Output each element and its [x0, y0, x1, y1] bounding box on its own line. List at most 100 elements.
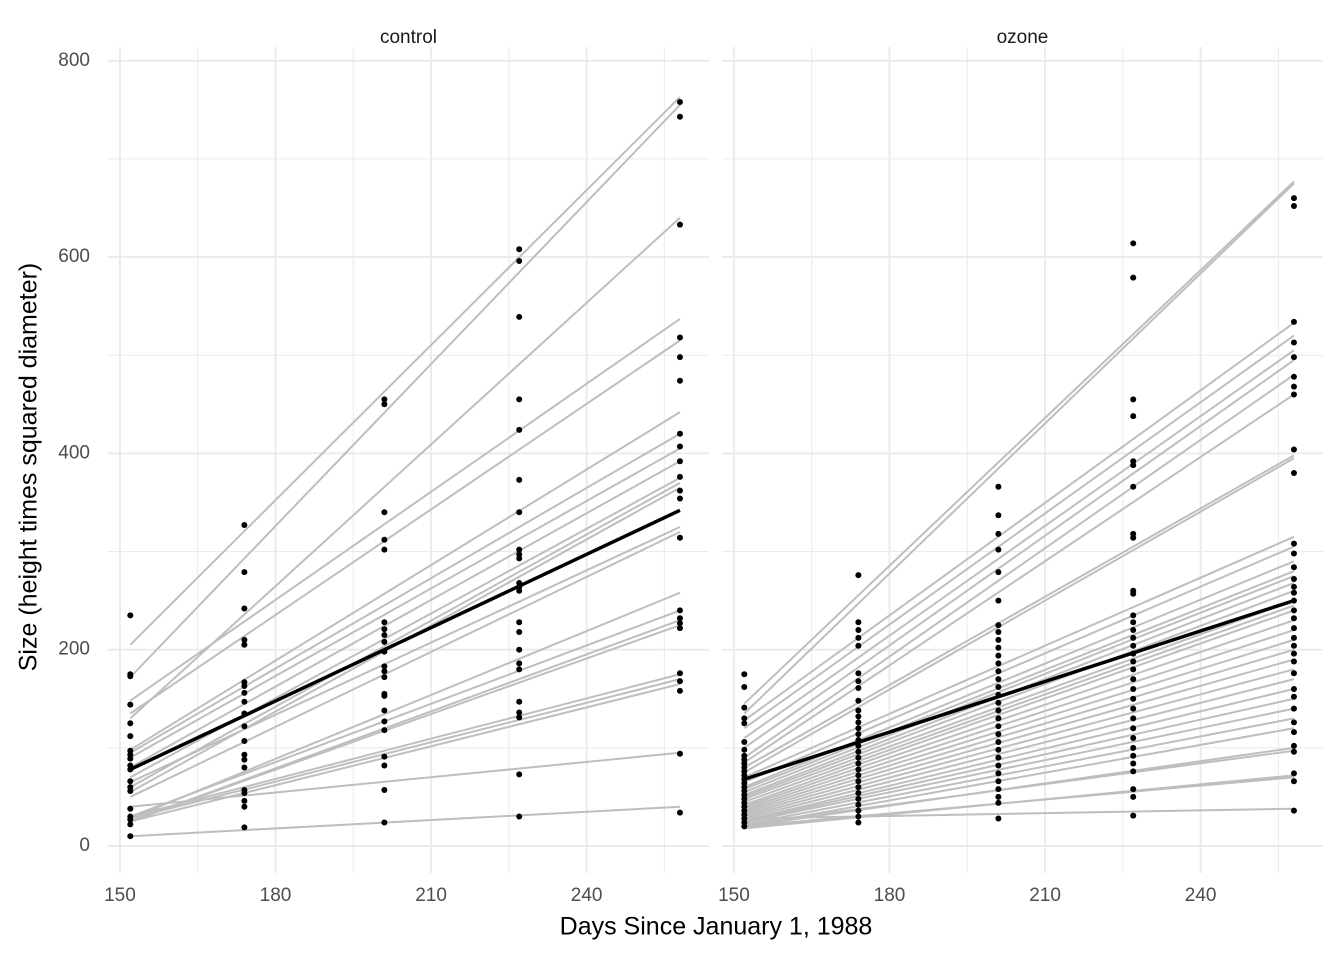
tree-line	[129, 96, 681, 646]
data-point	[1130, 812, 1137, 819]
data-point	[381, 753, 388, 760]
data-point	[995, 723, 1002, 730]
data-point	[1290, 634, 1297, 641]
data-point	[995, 676, 1002, 683]
data-point	[995, 707, 1002, 714]
data-point	[381, 536, 388, 543]
tree-line	[129, 318, 681, 702]
data-point	[516, 426, 523, 433]
data-point	[995, 770, 1002, 777]
data-point	[1290, 354, 1297, 361]
data-point	[676, 221, 683, 228]
data-point	[995, 731, 1002, 738]
data-point	[1290, 650, 1297, 657]
tree-line	[130, 805, 681, 838]
data-point	[516, 313, 523, 320]
data-point	[1130, 744, 1137, 751]
data-point	[995, 715, 1002, 722]
tree-line	[130, 678, 681, 820]
tree-line	[743, 457, 1295, 774]
tree-line	[743, 609, 1295, 806]
data-point	[855, 670, 862, 677]
data-point	[1290, 318, 1297, 325]
data-point	[1290, 446, 1297, 453]
data-point	[855, 619, 862, 626]
data-point	[995, 746, 1002, 753]
data-point	[1130, 715, 1137, 722]
data-point	[1290, 550, 1297, 557]
tree-line	[129, 411, 681, 751]
tree-line	[743, 535, 1295, 779]
data-point	[676, 678, 683, 685]
data-point	[995, 778, 1002, 785]
data-point	[995, 799, 1002, 806]
x-tick-label: 210	[415, 885, 447, 906]
tree-line	[129, 339, 681, 715]
data-point	[676, 354, 683, 361]
data-point	[1130, 735, 1137, 742]
data-point	[516, 714, 523, 721]
data-point	[241, 569, 248, 576]
data-point	[127, 821, 134, 828]
data-point	[855, 707, 862, 714]
tree-line	[744, 687, 1295, 822]
data-point	[855, 790, 862, 797]
tree-line	[129, 447, 681, 759]
tree-line	[130, 673, 681, 818]
data-point	[1290, 705, 1297, 712]
data-point	[855, 678, 862, 685]
data-point	[855, 634, 862, 641]
data-point	[676, 334, 683, 341]
tree-line	[744, 668, 1295, 818]
tree-line	[744, 776, 1295, 828]
data-point	[1290, 583, 1297, 590]
tree-line	[743, 374, 1295, 759]
data-point	[127, 701, 134, 708]
data-point	[516, 646, 523, 653]
data-point	[381, 819, 388, 826]
data-point	[1290, 203, 1297, 210]
tree-line	[743, 599, 1295, 800]
data-point	[516, 666, 523, 673]
data-point	[995, 762, 1002, 769]
tree-line	[129, 591, 681, 820]
data-point	[995, 660, 1002, 667]
data-point	[381, 718, 388, 725]
tree-line	[743, 180, 1295, 705]
tree-line	[744, 638, 1295, 812]
tree-line	[744, 727, 1295, 828]
data-point	[855, 807, 862, 814]
data-point	[741, 683, 748, 690]
tree-line	[129, 217, 681, 720]
data-point	[1290, 470, 1297, 477]
tree-line	[743, 454, 1295, 769]
data-point	[855, 748, 862, 755]
x-tick-label: 210	[1029, 885, 1061, 906]
x-tick-label: 240	[571, 885, 603, 906]
data-point	[127, 612, 134, 619]
data-point	[855, 772, 862, 779]
data-point	[1130, 634, 1137, 641]
data-point	[241, 605, 248, 612]
data-point	[381, 619, 388, 626]
data-point	[995, 699, 1002, 706]
data-point	[241, 824, 248, 831]
tree-line	[744, 648, 1295, 814]
data-point	[241, 683, 248, 690]
data-point	[676, 670, 683, 677]
data-point	[1130, 725, 1137, 732]
data-point	[516, 555, 523, 562]
data-point	[676, 495, 683, 502]
data-point	[381, 396, 388, 403]
tree-line	[743, 393, 1295, 764]
data-point	[676, 620, 683, 627]
data-point	[516, 396, 523, 403]
tree-line	[744, 807, 1294, 820]
strip-title: ozone	[997, 27, 1049, 48]
data-point	[995, 622, 1002, 629]
data-point	[1130, 705, 1137, 712]
data-point	[381, 401, 388, 408]
data-point	[995, 668, 1002, 675]
data-point	[676, 473, 683, 480]
data-point	[995, 793, 1002, 800]
